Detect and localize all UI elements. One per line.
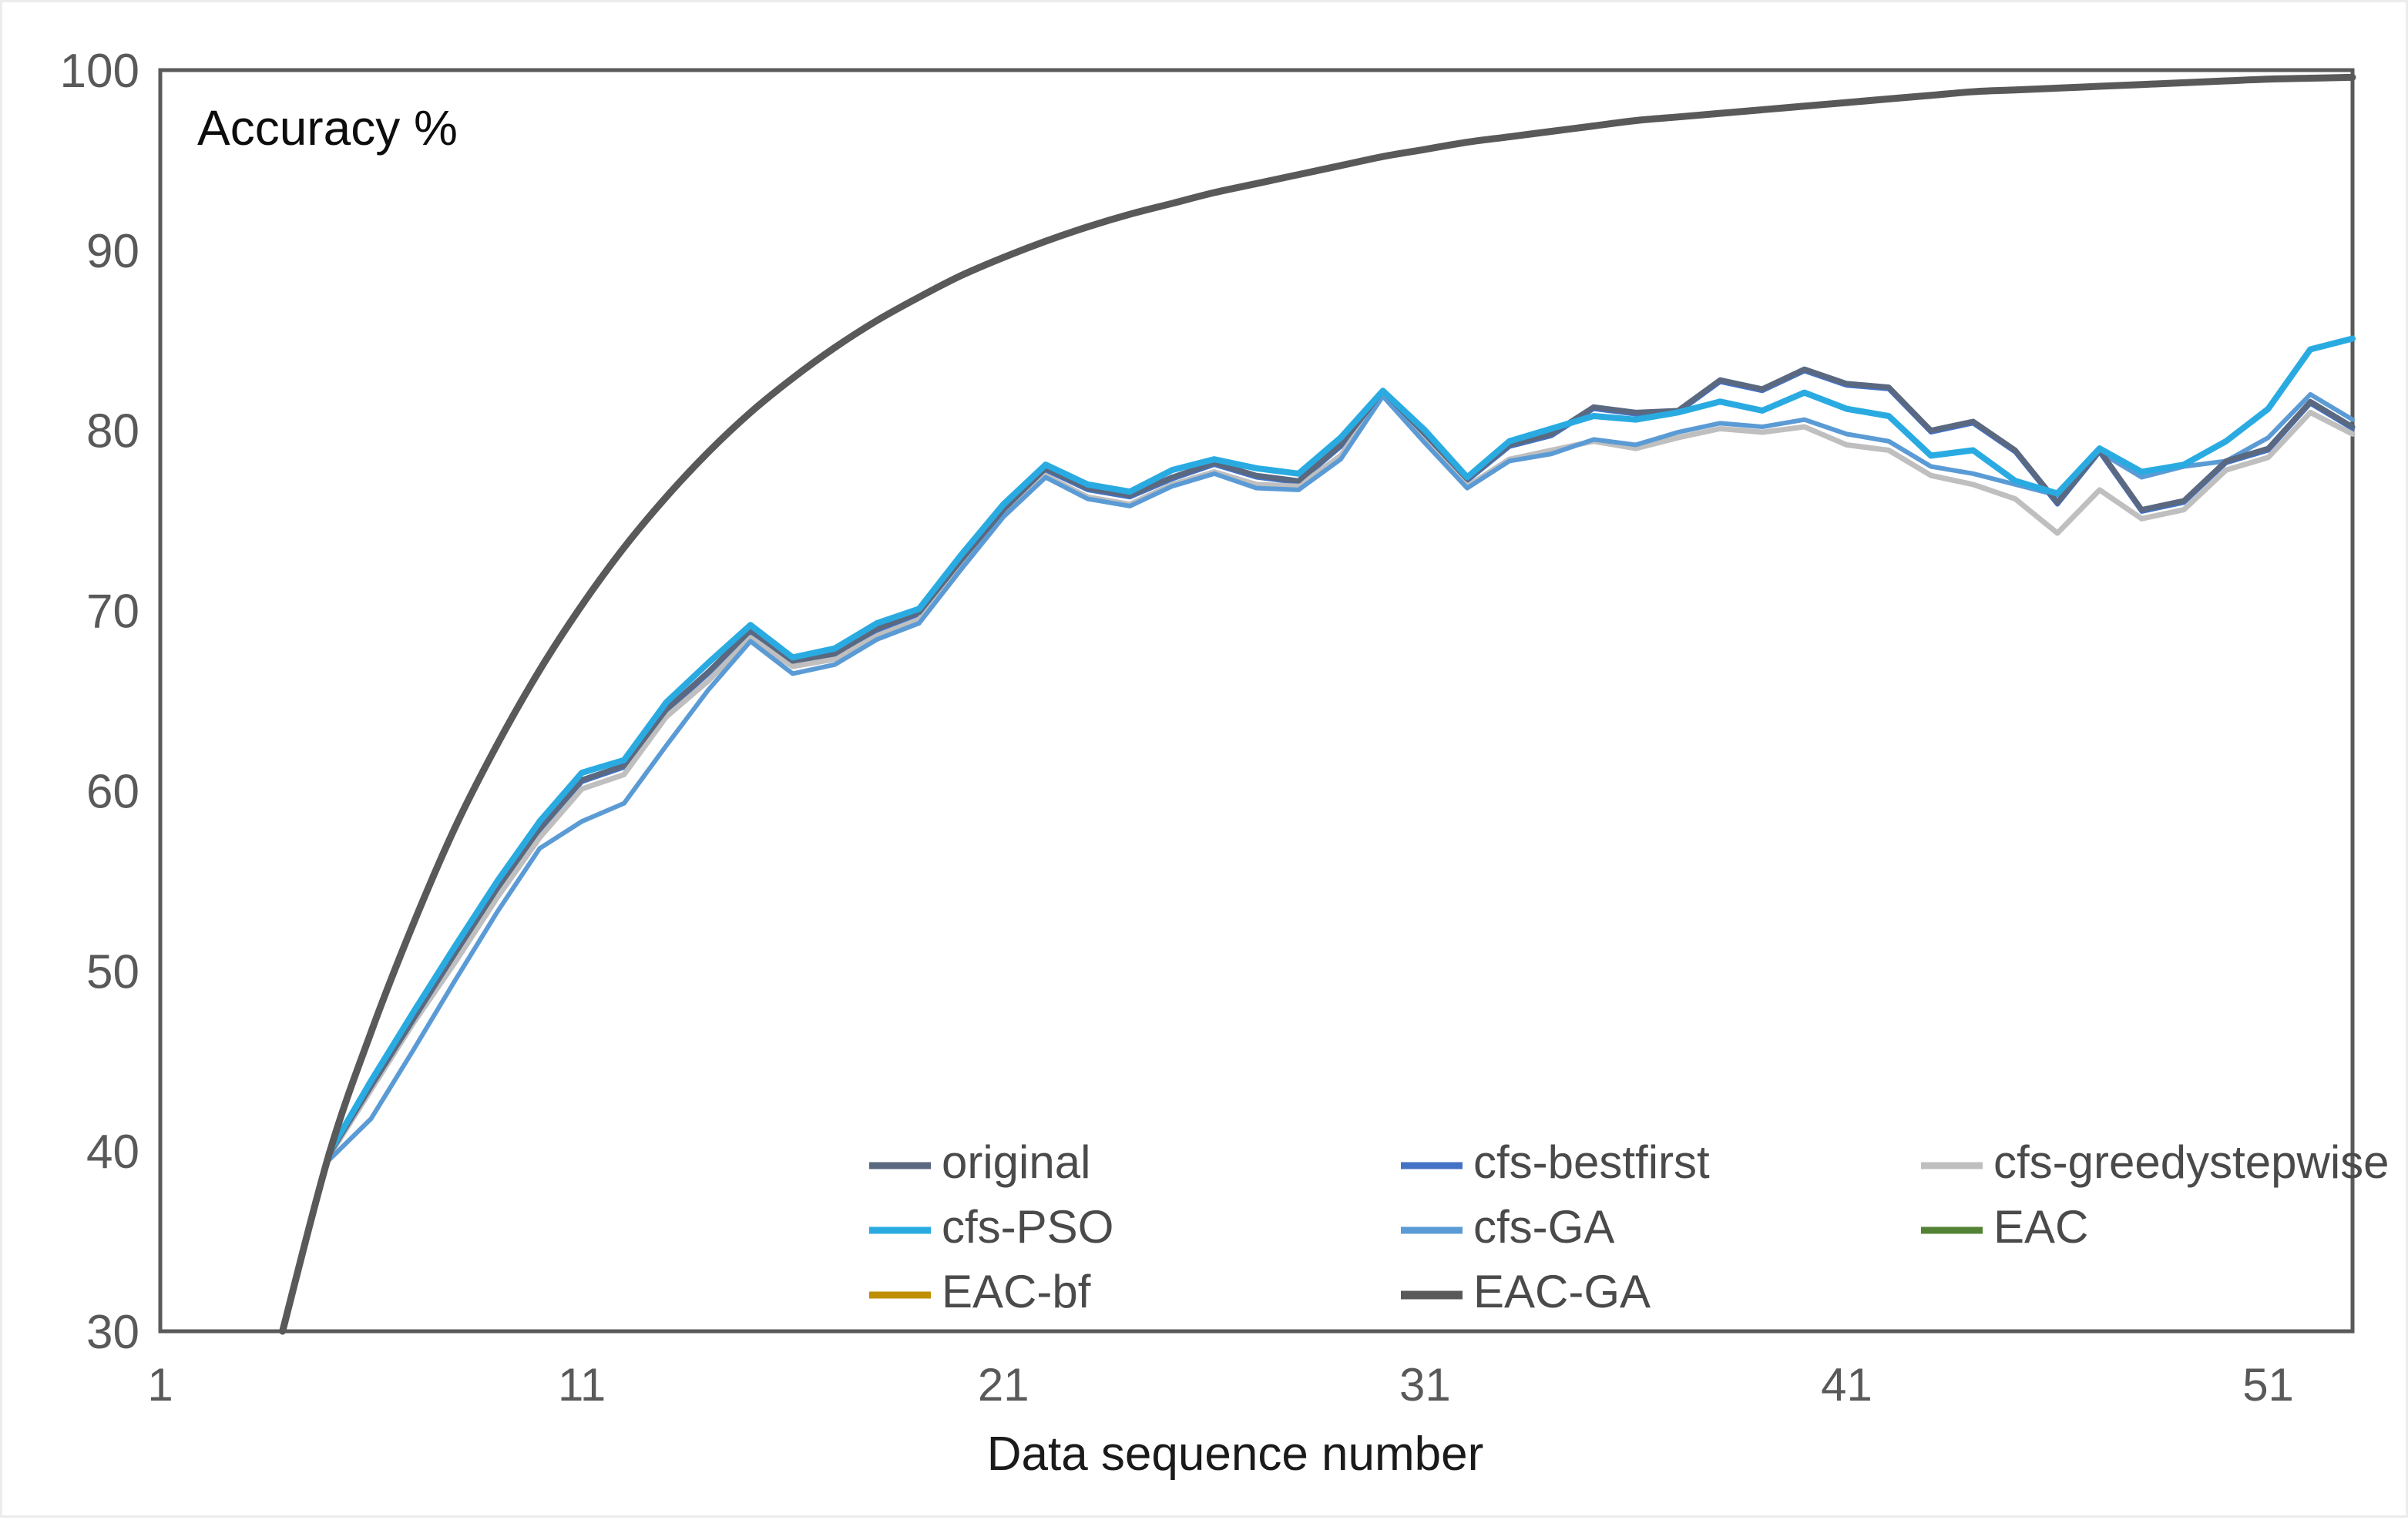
plot-note-accuracy: Accuracy % <box>197 100 458 156</box>
plot-area-frame <box>158 68 2355 1334</box>
x-axis-tick-51: 51 <box>2242 1359 2294 1411</box>
legend-label-cfs-pso: cfs-PSO <box>942 1201 1113 1253</box>
series-line-cfs-ga <box>326 391 2355 1163</box>
legend-item-cfs-pso[interactable]: cfs-PSO <box>869 1201 1113 1253</box>
y-axis-tick-30: 30 <box>86 1306 139 1359</box>
chart-legend: original cfs-bestfirst cfs-greedystepwise c… <box>869 1136 2390 1317</box>
x-axis-tick-31: 31 <box>1399 1359 1451 1411</box>
x-axis-title: Data sequence number <box>987 1428 1484 1481</box>
series-line-original <box>326 366 2356 1158</box>
y-axis-tick-80: 80 <box>86 405 139 458</box>
legend-label-cfs-ga: cfs-GA <box>1473 1201 1614 1253</box>
legend-label-cfs-greedystepwise: cfs-greedystepwise <box>1993 1136 2390 1188</box>
legend-item-eac-ga[interactable]: EAC-GA <box>1401 1266 1651 1317</box>
legend-item-cfs-greedystepwise[interactable]: cfs-greedystepwise <box>1921 1136 2390 1188</box>
legend-item-eac[interactable]: EAC <box>1921 1201 2088 1253</box>
series-lines <box>279 73 2356 1335</box>
y-axis-tick-100: 100 <box>60 45 139 98</box>
legend-item-eac-bf[interactable]: EAC-bf <box>869 1266 1091 1317</box>
legend-label-cfs-bestfirst: cfs-bestfirst <box>1473 1136 1710 1188</box>
y-axis-tick-60: 60 <box>86 765 139 818</box>
legend-label-eac-bf: EAC-bf <box>942 1266 1091 1317</box>
series-line-eac-ga <box>279 73 2356 1335</box>
x-axis-tick-1: 1 <box>147 1359 173 1411</box>
legend-label-eac-ga: EAC-GA <box>1473 1266 1651 1317</box>
series-line-cfs-pso <box>325 335 2356 1156</box>
x-axis-ticks: 1 11 21 31 41 51 <box>147 1359 2294 1411</box>
y-axis-tick-70: 70 <box>86 586 139 639</box>
series-line-cfs-greedystepwise <box>326 391 2356 1159</box>
y-axis-tick-50: 50 <box>86 945 139 998</box>
legend-label-eac: EAC <box>1993 1201 2088 1253</box>
y-axis-ticks: 30 40 50 60 70 80 90 100 <box>60 45 139 1359</box>
y-axis-tick-40: 40 <box>86 1126 139 1179</box>
legend-label-original: original <box>942 1136 1090 1188</box>
legend-item-cfs-bestfirst[interactable]: cfs-bestfirst <box>1401 1136 1710 1188</box>
y-axis-tick-90: 90 <box>86 225 139 278</box>
legend-item-cfs-ga[interactable]: cfs-GA <box>1401 1201 1614 1253</box>
x-axis-tick-21: 21 <box>978 1359 1029 1411</box>
legend-item-original[interactable]: original <box>869 1136 1090 1188</box>
x-axis-tick-41: 41 <box>1821 1359 1872 1411</box>
x-axis-tick-11: 11 <box>558 1359 606 1411</box>
